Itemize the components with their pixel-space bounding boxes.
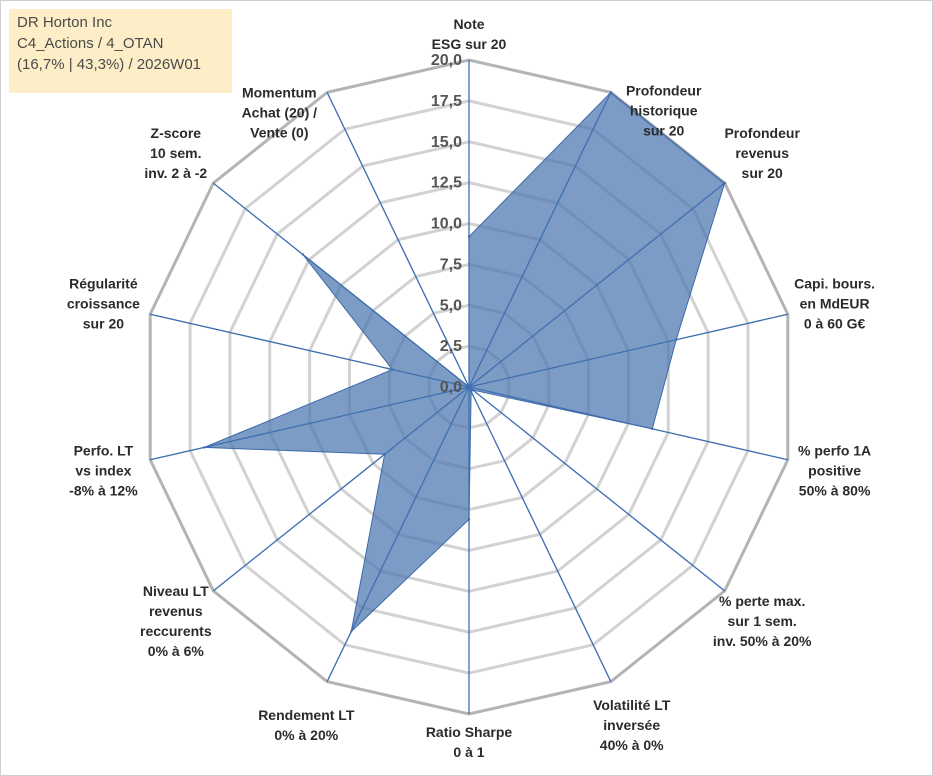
tick-label: 12,5 [431, 175, 462, 192]
axis-label: Note ESG sur 20 [432, 16, 507, 52]
axis-label: Volatilité LT inversée 40% à 0% [593, 697, 671, 753]
spoke-line-overlay [468, 386, 725, 592]
spoke-line-overlay [468, 313, 788, 388]
category-label: C4_Actions / 4_OTAN [17, 35, 164, 52]
spoke-line-overlay [468, 92, 612, 388]
company-name: DR Horton Inc [17, 14, 113, 31]
axis-label: Ratio Sharpe 0 à 1 [426, 724, 513, 760]
tick-label: 2,5 [440, 338, 462, 355]
radar-series [150, 60, 788, 714]
axis-label: Profondeur historique sur 20 [626, 82, 702, 138]
axis-label: Profondeur revenus sur 20 [724, 125, 800, 181]
spoke-line-overlay [150, 313, 470, 388]
axis-label: Régularité croissance sur 20 [67, 276, 140, 332]
axis-label: Momentum Achat (20) / Vente (0) [242, 84, 318, 140]
tick-label: 15,0 [431, 134, 462, 151]
spoke-line-overlay [150, 386, 470, 461]
axis-label: % perte max. sur 1 sem. inv. 50% à 20% [713, 593, 812, 649]
spoke-line-overlay [213, 386, 470, 592]
spoke-line-overlay [468, 386, 788, 461]
tick-label: 0,0 [440, 379, 462, 396]
spoke-line-overlay [326, 386, 470, 682]
axis-label: Capi. bours. en MdEUR 0 à 60 G€ [794, 276, 875, 332]
spoke-line-overlay [326, 92, 470, 388]
tick-label: 7,5 [440, 256, 462, 273]
spoke-line-overlay [468, 182, 725, 388]
spoke-line-overlay [468, 386, 612, 682]
radar-axis-labels: Note ESG sur 20 Profondeur historique sur 20… [67, 16, 875, 760]
axis-label: Rendement LT 0% à 20% [258, 707, 355, 743]
radar-tick-labels: 0,0 2,5 5,0 7,5 10,0 12,5 15,0 17,5 20,0 [431, 52, 462, 396]
axis-label: Niveau LT revenus reccurents 0% à 6% [140, 583, 212, 659]
info-box: DR Horton Inc C4_Actions / 4_OTAN (16,7%… [9, 9, 232, 93]
spoke-line-overlay [213, 182, 470, 388]
tick-label: 20,0 [431, 52, 462, 69]
axis-label: % perfo 1A positive 50% à 80% [798, 442, 871, 498]
period-label: (16,7% | 43,3%) / 2026W01 [17, 56, 201, 73]
tick-label: 10,0 [431, 216, 462, 233]
axis-label: Z-score 10 sem. inv. 2 à -2 [144, 125, 207, 181]
tick-label: 5,0 [440, 297, 462, 314]
axis-label: Perfo. LT vs index -8% à 12% [69, 442, 138, 498]
tick-label: 17,5 [431, 93, 462, 110]
